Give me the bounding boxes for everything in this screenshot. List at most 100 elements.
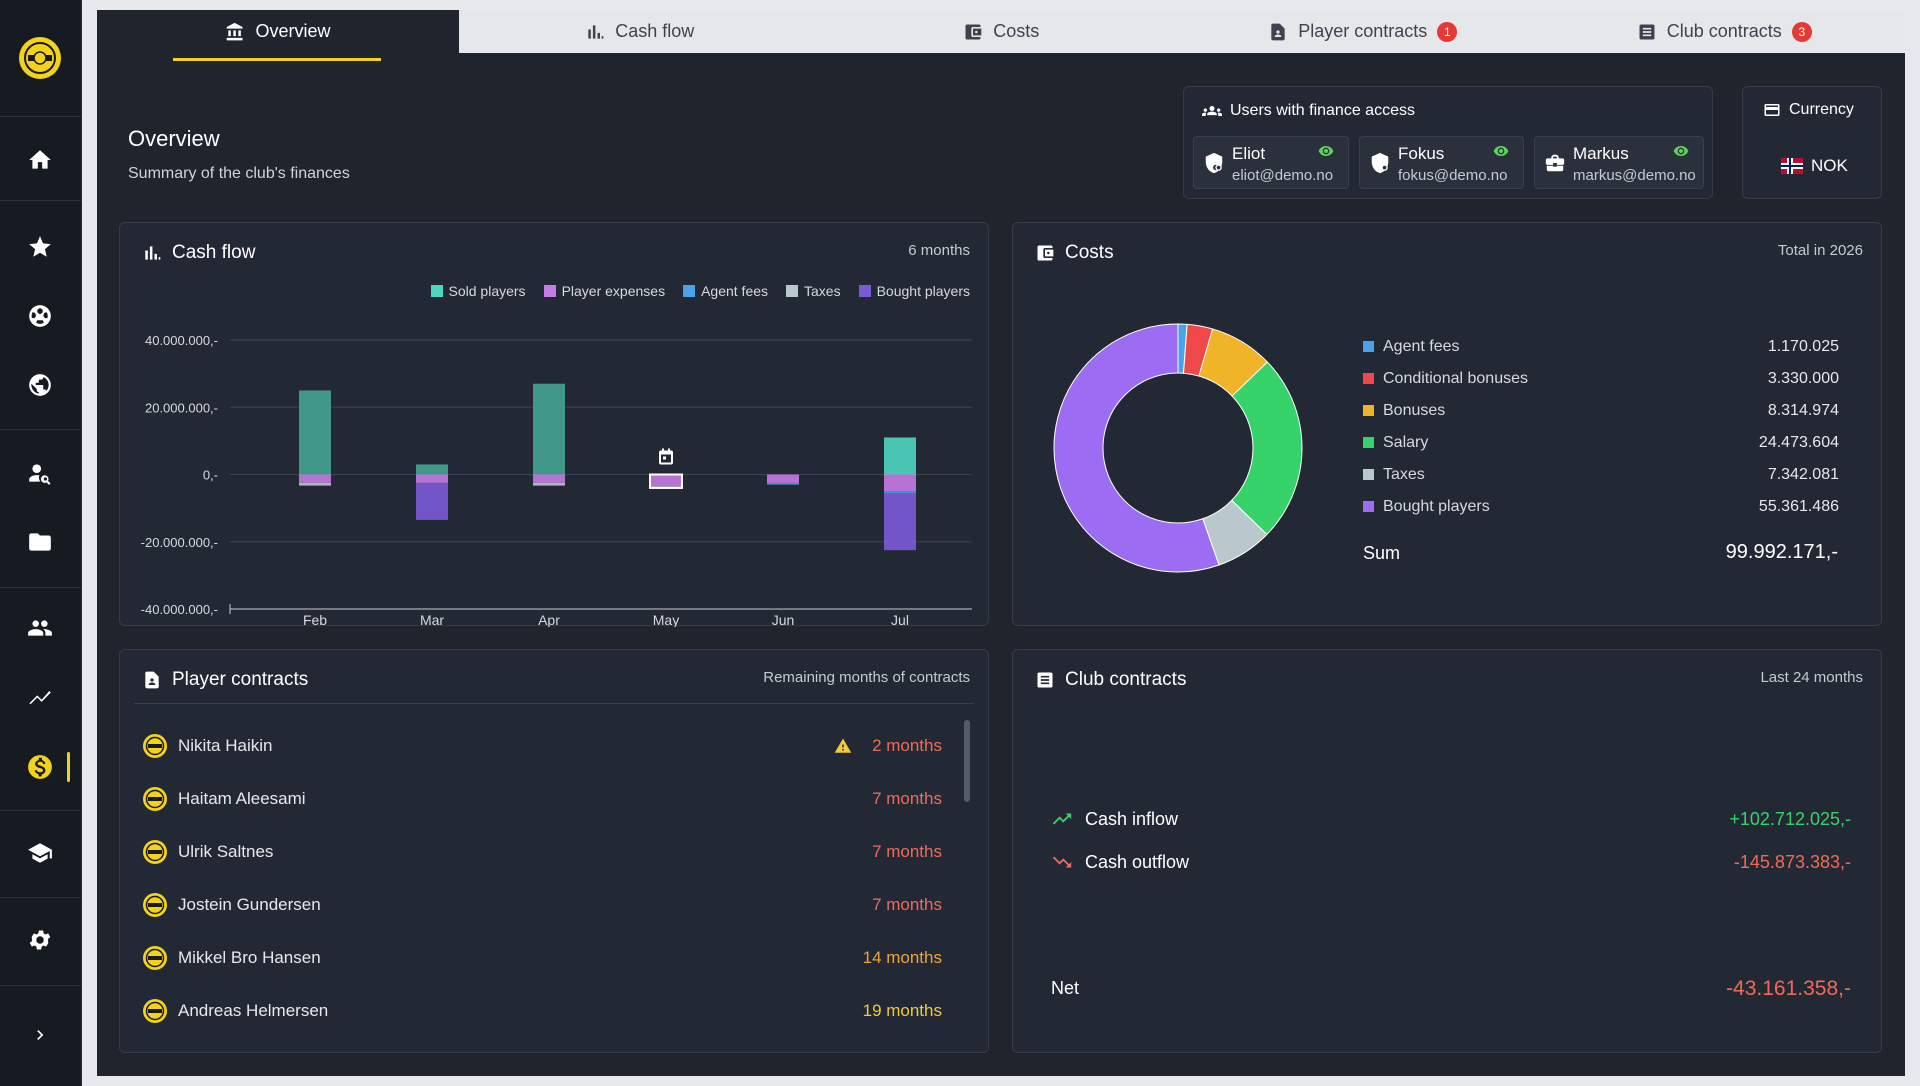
legend-swatch bbox=[1363, 469, 1374, 480]
contract-icon bbox=[145, 671, 159, 689]
warning-icon bbox=[834, 738, 852, 753]
y-tick-label: -40.000.000,- bbox=[141, 602, 218, 617]
cost-label: Conditional bonuses bbox=[1383, 370, 1528, 387]
bar-segment[interactable] bbox=[533, 474, 565, 483]
bar-segment[interactable] bbox=[416, 482, 448, 520]
bar-chart-icon bbox=[145, 246, 161, 260]
legend-swatch bbox=[1363, 341, 1374, 352]
y-tick-label: 40.000.000,- bbox=[145, 333, 218, 348]
tab-overview[interactable]: Overview bbox=[97, 10, 459, 61]
net-row: Net -43.161.358,- bbox=[1051, 977, 1851, 1000]
legend-item[interactable]: Sold players bbox=[430, 283, 526, 299]
player-name: Nikita Haikin bbox=[178, 736, 273, 755]
sidebar bbox=[0, 0, 82, 1086]
list-item[interactable]: Mikkel Bro Hansen 14 months bbox=[142, 943, 942, 973]
costs-title: Costs bbox=[1035, 242, 1114, 264]
donut-slice[interactable] bbox=[1231, 361, 1303, 536]
bar-highlight bbox=[649, 473, 683, 489]
x-tick-label: Mar bbox=[420, 612, 444, 627]
list-item[interactable]: Ulrik Saltnes 7 months bbox=[142, 837, 942, 867]
eye-icon[interactable] bbox=[1318, 143, 1334, 159]
legend-item[interactable]: Taxes bbox=[786, 283, 841, 299]
bar-segment[interactable] bbox=[884, 437, 916, 475]
bar-segment[interactable] bbox=[650, 474, 682, 487]
cost-value: 8.314.974 bbox=[1767, 402, 1839, 419]
bar-segment[interactable] bbox=[884, 491, 916, 493]
wallet-icon bbox=[1037, 245, 1054, 261]
dollar-icon[interactable] bbox=[25, 752, 55, 782]
tab-club-contracts[interactable]: Club contracts 3 bbox=[1544, 10, 1906, 53]
currency-code: NOK bbox=[1811, 156, 1848, 175]
card-title-text: Player contracts bbox=[172, 669, 309, 690]
shield-user-icon bbox=[1205, 152, 1223, 174]
bar-segment[interactable] bbox=[884, 492, 916, 551]
list-item[interactable]: Haitam Aleesami 7 months bbox=[142, 784, 942, 814]
legend-item[interactable]: Agent fees bbox=[683, 283, 768, 299]
cash-flow-period: 6 months bbox=[908, 242, 970, 259]
player-name: Mikkel Bro Hansen bbox=[178, 948, 321, 967]
legend-label: Taxes bbox=[804, 283, 841, 299]
club-logo[interactable] bbox=[18, 36, 62, 80]
player-contracts-card: Player contracts Remaining months of con… bbox=[119, 649, 989, 1053]
folder-icon[interactable] bbox=[25, 527, 55, 557]
bar-segment[interactable] bbox=[767, 474, 799, 483]
tab-player-contracts[interactable]: Player contracts 1 bbox=[1182, 10, 1544, 53]
school-icon[interactable] bbox=[25, 838, 55, 868]
gear-icon[interactable] bbox=[25, 925, 55, 955]
cash-outflow-row: Cash outflow -145.873.383,- bbox=[1051, 851, 1851, 873]
bar-chart-icon bbox=[588, 24, 604, 39]
chevron-right-icon[interactable] bbox=[25, 1020, 55, 1050]
list-item[interactable]: Andreas Helmersen 19 months bbox=[142, 996, 942, 1026]
user-card-fokus[interactable]: Fokus fokus@demo.no bbox=[1359, 136, 1524, 189]
bar-segment[interactable] bbox=[416, 474, 448, 483]
legend-swatch bbox=[1363, 373, 1374, 384]
x-tick-label: Jun bbox=[772, 612, 795, 627]
page-subtitle: Summary of the club's finances bbox=[128, 165, 350, 182]
y-tick-label: -20.000.000,- bbox=[141, 535, 218, 550]
y-tick-label: 0,- bbox=[203, 468, 218, 483]
group-icon[interactable] bbox=[25, 613, 55, 643]
user-card-markus[interactable]: Markus markus@demo.no bbox=[1534, 136, 1704, 189]
costs-period: Total in 2026 bbox=[1777, 242, 1863, 259]
donut-slice[interactable] bbox=[1053, 323, 1220, 573]
star-icon[interactable] bbox=[25, 232, 55, 262]
list-item[interactable]: Nikita Haikin 2 months bbox=[142, 731, 942, 761]
group-icon bbox=[1202, 106, 1222, 116]
bar-segment[interactable] bbox=[767, 482, 799, 485]
main-panel: Overview Cash flow Costs Player contract… bbox=[97, 10, 1905, 1076]
list-item[interactable]: Jostein Gundersen 7 months bbox=[142, 890, 942, 920]
bar-segment[interactable] bbox=[884, 474, 916, 492]
bar-segment[interactable] bbox=[299, 474, 331, 483]
eye-icon[interactable] bbox=[1493, 143, 1509, 159]
user-email: markus@demo.no bbox=[1573, 167, 1696, 184]
trend-icon[interactable] bbox=[25, 682, 55, 712]
scrollbar[interactable] bbox=[964, 720, 970, 802]
costs-card: Costs Total in 2026 Agent fees 1.170.025… bbox=[1012, 222, 1882, 626]
sum-value: 99.992.171,- bbox=[1725, 541, 1838, 563]
tab-label: Costs bbox=[993, 21, 1040, 41]
bar-segment[interactable] bbox=[533, 383, 565, 475]
user-card-eliot[interactable]: Eliot eliot@demo.no bbox=[1193, 136, 1349, 189]
cost-value: 1.170.025 bbox=[1767, 338, 1839, 355]
currency-panel[interactable]: Currency NOK bbox=[1742, 86, 1882, 199]
soccer-ball-icon[interactable] bbox=[25, 301, 55, 331]
eye-icon[interactable] bbox=[1673, 143, 1689, 159]
legend-item[interactable]: Player expenses bbox=[543, 283, 665, 299]
remaining-months: 14 months bbox=[862, 948, 942, 967]
home-icon[interactable] bbox=[25, 145, 55, 175]
card-title-text: Club contracts bbox=[1065, 669, 1187, 690]
club-contracts-period: Last 24 months bbox=[1760, 669, 1863, 686]
currency-value[interactable]: NOK bbox=[1781, 156, 1848, 176]
cost-label: Taxes bbox=[1383, 466, 1425, 483]
bar-segment[interactable] bbox=[299, 482, 331, 486]
cost-value: 24.473.604 bbox=[1758, 434, 1839, 451]
globe-icon[interactable] bbox=[25, 370, 55, 400]
scout-icon[interactable] bbox=[25, 458, 55, 488]
bar-segment[interactable] bbox=[416, 464, 448, 475]
legend-item[interactable]: Bought players bbox=[858, 283, 970, 299]
tab-cash-flow[interactable]: Cash flow bbox=[459, 10, 821, 53]
bar-segment[interactable] bbox=[533, 482, 565, 486]
player-contracts-hint: Remaining months of contracts bbox=[763, 669, 970, 686]
tab-costs[interactable]: Costs bbox=[821, 10, 1183, 53]
bar-segment[interactable] bbox=[299, 390, 331, 475]
